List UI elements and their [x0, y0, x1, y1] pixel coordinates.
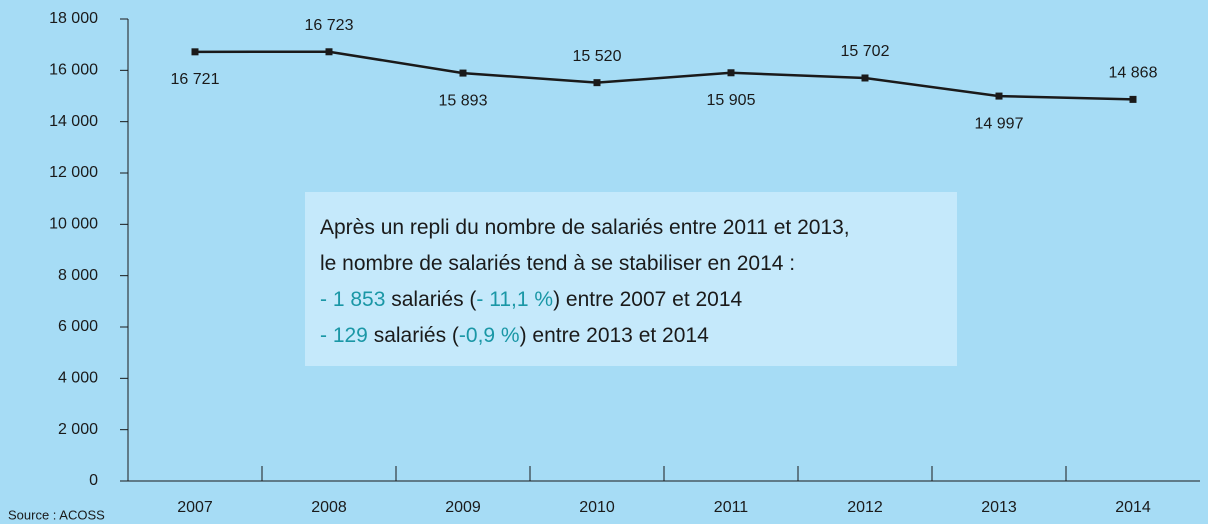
y-tick-label: 16 000 — [49, 62, 98, 79]
x-tick-label: 2007 — [177, 499, 213, 516]
line — [194, 50, 1134, 101]
x-tick-label: 2011 — [714, 499, 749, 516]
data-label: 15 893 — [439, 92, 488, 109]
marker — [593, 79, 601, 87]
x-tick-label: 2008 — [311, 499, 347, 516]
data-label: 16 723 — [305, 17, 354, 34]
data-label: 15 702 — [841, 43, 890, 60]
annotation-text: Après un repli du nombre de salariés ent… — [320, 216, 850, 239]
annotation-text: ) entre 2007 et 2014 — [553, 288, 742, 311]
x-tick-label: 2009 — [445, 499, 481, 516]
x-tick-label: 2013 — [981, 499, 1017, 516]
annotation-line: - 1 853 salariés (- 11,1 %) entre 2007 e… — [320, 288, 743, 311]
marker — [727, 69, 735, 77]
annotation-text: - 11,1 % — [476, 288, 553, 311]
y-tick-label: 14 000 — [49, 113, 98, 130]
data-label: 14 997 — [975, 115, 1024, 132]
y-tick-label: 10 000 — [49, 216, 98, 233]
data-label: 15 905 — [707, 92, 756, 109]
x-tick-label: 2012 — [847, 499, 883, 516]
y-tick-label: 4 000 — [58, 370, 98, 387]
y-tick-label: 8 000 — [58, 267, 98, 284]
x-tick-label: 2014 — [1115, 499, 1151, 516]
y-tick-label: 2 000 — [58, 421, 98, 438]
y-tick-label: 12 000 — [49, 164, 98, 181]
annotation-text: - 1 853 — [320, 288, 385, 311]
marker — [1129, 95, 1137, 103]
annotation-text: le nombre de salariés tend à se stabilis… — [320, 252, 795, 275]
annotation-text: ) entre 2013 et 2014 — [520, 324, 709, 347]
marker — [325, 48, 333, 56]
marker — [191, 48, 199, 56]
data-label: 14 868 — [1109, 65, 1158, 82]
annotation-text: salariés ( — [368, 324, 459, 347]
annotation-text: salariés ( — [385, 288, 476, 311]
y-tick-label: 18 000 — [49, 10, 98, 27]
y-tick-label: 6 000 — [58, 318, 98, 335]
annotation-box — [305, 192, 957, 366]
annotation-text: - 129 — [320, 324, 368, 347]
data-label: 16 721 — [171, 71, 220, 88]
annotation-line: Après un repli du nombre de salariés ent… — [320, 216, 850, 239]
x-tick-label: 2010 — [579, 499, 615, 516]
annotation-text: -0,9 % — [459, 324, 520, 347]
marker — [861, 74, 869, 82]
source: Source : ACOSS — [8, 507, 105, 522]
annotation-line: - 129 salariés (-0,9 %) entre 2013 et 20… — [320, 324, 709, 347]
annotation-line: le nombre de salariés tend à se stabilis… — [320, 252, 795, 275]
marker — [995, 92, 1003, 100]
marker — [459, 69, 467, 77]
y-tick-label: 0 — [89, 472, 98, 489]
data-label: 15 520 — [573, 48, 622, 65]
